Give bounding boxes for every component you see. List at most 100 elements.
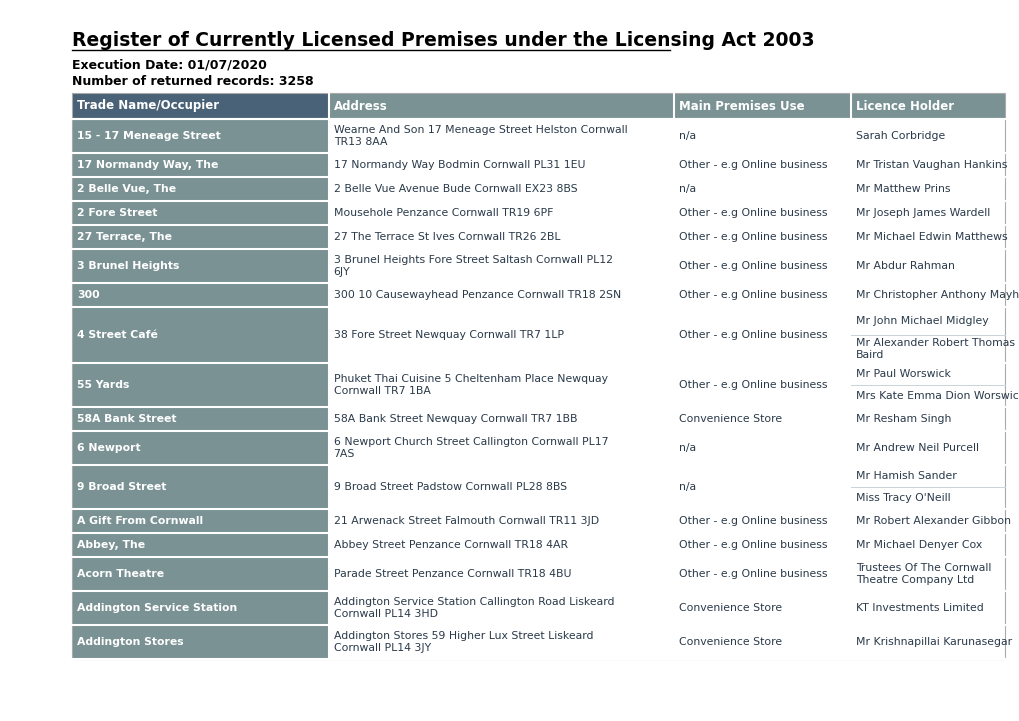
Text: Miss Tracy O'Neill: Miss Tracy O'Neill [855,493,950,503]
Text: Mr Abdur Rahman: Mr Abdur Rahman [855,261,954,271]
Text: 2 Belle Vue, The: 2 Belle Vue, The [76,184,176,194]
Bar [328,431,674,465]
Text: Convenience Store: Convenience Store [678,603,782,613]
Bar [850,557,1004,591]
Bar [72,533,328,557]
Bar [328,407,674,431]
Bar [674,625,850,659]
Bar [674,363,850,407]
Bar [72,225,328,249]
Bar [72,201,328,225]
Bar [328,557,674,591]
Text: n/a: n/a [678,443,695,453]
Text: Main Premises Use: Main Premises Use [678,99,804,112]
Text: Mr Robert Alexander Gibbon: Mr Robert Alexander Gibbon [855,516,1010,526]
Text: Mr Christopher Anthony Mayho: Mr Christopher Anthony Mayho [855,290,1019,300]
Text: 38 Fore Street Newquay Cornwall TR7 1LP: 38 Fore Street Newquay Cornwall TR7 1LP [333,330,564,340]
Bar [328,249,674,283]
Bar [72,591,328,625]
Bar [850,225,1004,249]
Text: Mr Michael Denyer Cox: Mr Michael Denyer Cox [855,540,981,550]
Text: 58A Bank Street Newquay Cornwall TR7 1BB: 58A Bank Street Newquay Cornwall TR7 1BB [333,414,577,424]
Text: 3 Brunel Heights: 3 Brunel Heights [76,261,179,271]
Text: 2 Belle Vue Avenue Bude Cornwall EX23 8BS: 2 Belle Vue Avenue Bude Cornwall EX23 8B… [333,184,577,194]
Bar [850,363,1004,407]
Bar [328,591,674,625]
Text: 58A Bank Street: 58A Bank Street [76,414,176,424]
Text: 17 Normandy Way, The: 17 Normandy Way, The [76,160,218,170]
Text: Mr Krishnapillai Karunasegar: Mr Krishnapillai Karunasegar [855,637,1011,647]
Text: 27 Terrace, The: 27 Terrace, The [76,232,172,242]
Bar [72,557,328,591]
Bar [674,249,850,283]
Text: Mrs Kate Emma Dion Worswick: Mrs Kate Emma Dion Worswick [855,391,1019,401]
Text: Mr Alexander Robert Thomas
Baird: Mr Alexander Robert Thomas Baird [855,338,1014,360]
Bar [72,249,328,283]
Bar [850,307,1004,363]
Text: Other - e.g Online business: Other - e.g Online business [678,330,826,340]
Bar [328,625,674,659]
Text: Convenience Store: Convenience Store [678,637,782,647]
Bar [850,153,1004,177]
Text: Licence Holder: Licence Holder [855,99,953,112]
Bar [328,119,674,153]
Text: 17 Normandy Way Bodmin Cornwall PL31 1EU: 17 Normandy Way Bodmin Cornwall PL31 1EU [333,160,585,170]
Bar [674,177,850,201]
Bar [674,201,850,225]
Text: A Gift From Cornwall: A Gift From Cornwall [76,516,203,526]
Text: Sarah Corbridge: Sarah Corbridge [855,131,945,141]
Text: Addington Stores 59 Higher Lux Street Liskeard
Cornwall PL14 3JY: Addington Stores 59 Higher Lux Street Li… [333,631,592,653]
Bar [328,201,674,225]
Bar [850,465,1004,509]
Text: Mr Resham Singh: Mr Resham Singh [855,414,951,424]
Text: Mr Andrew Neil Purcell: Mr Andrew Neil Purcell [855,443,978,453]
Bar [850,177,1004,201]
Bar [850,249,1004,283]
Text: Execution Date: 01/07/2020: Execution Date: 01/07/2020 [72,59,267,72]
Text: 6 Newport: 6 Newport [76,443,141,453]
Text: 2 Fore Street: 2 Fore Street [76,208,157,218]
Bar [72,283,328,307]
Text: Mousehole Penzance Cornwall TR19 6PF: Mousehole Penzance Cornwall TR19 6PF [333,208,552,218]
Text: Mr Tristan Vaughan Hankins: Mr Tristan Vaughan Hankins [855,160,1007,170]
Text: Parade Street Penzance Cornwall TR18 4BU: Parade Street Penzance Cornwall TR18 4BU [333,569,571,579]
Text: 27 The Terrace St Ives Cornwall TR26 2BL: 27 The Terrace St Ives Cornwall TR26 2BL [333,232,559,242]
Bar [674,533,850,557]
Bar [72,431,328,465]
Bar [72,177,328,201]
Bar [328,465,674,509]
Text: 300 10 Causewayhead Penzance Cornwall TR18 2SN: 300 10 Causewayhead Penzance Cornwall TR… [333,290,621,300]
Text: Addington Service Station Callington Road Liskeard
Cornwall PL14 3HD: Addington Service Station Callington Roa… [333,597,613,619]
Bar [72,93,1004,659]
Text: Other - e.g Online business: Other - e.g Online business [678,380,826,390]
Bar [850,93,1004,119]
Text: Abbey Street Penzance Cornwall TR18 4AR: Abbey Street Penzance Cornwall TR18 4AR [333,540,568,550]
Bar [674,407,850,431]
Bar [674,225,850,249]
Text: 15 - 17 Meneage Street: 15 - 17 Meneage Street [76,131,220,141]
Text: Trade Name/Occupier: Trade Name/Occupier [76,99,219,112]
Bar [850,283,1004,307]
Bar [72,509,328,533]
Bar [850,509,1004,533]
Text: Number of returned records: 3258: Number of returned records: 3258 [72,75,313,88]
Text: n/a: n/a [678,131,695,141]
Bar [328,93,674,119]
Text: 55 Yards: 55 Yards [76,380,129,390]
Bar [72,363,328,407]
Bar [328,153,674,177]
Bar [72,93,328,119]
Text: Address: Address [333,99,387,112]
Text: Other - e.g Online business: Other - e.g Online business [678,208,826,218]
Bar [850,591,1004,625]
Text: Other - e.g Online business: Other - e.g Online business [678,232,826,242]
Text: Trustees Of The Cornwall
Theatre Company Ltd: Trustees Of The Cornwall Theatre Company… [855,563,990,585]
Text: Addington Stores: Addington Stores [76,637,183,647]
Text: 4 Street Café: 4 Street Café [76,330,158,340]
Bar [328,177,674,201]
Bar [328,509,674,533]
Text: 9 Broad Street: 9 Broad Street [76,482,166,492]
Bar [328,283,674,307]
Text: KT Investments Limited: KT Investments Limited [855,603,983,613]
Bar [850,119,1004,153]
